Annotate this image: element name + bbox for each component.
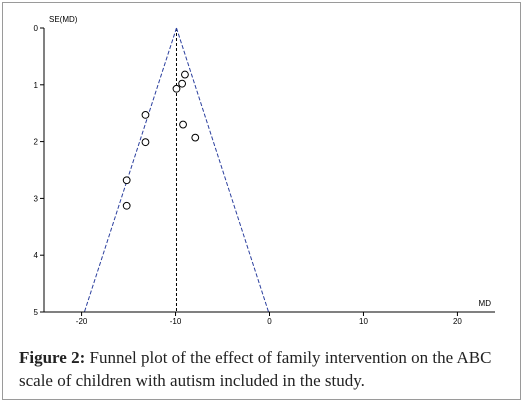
study-point [122,176,131,185]
figure-frame [2,2,521,400]
x-tick-label: 0 [267,317,272,326]
x-tick-label: 20 [453,317,462,326]
study-point [179,120,187,129]
x-tick-label: -20 [76,317,88,326]
study-point [181,70,189,79]
study-point [141,138,150,147]
y-axis-label: SE(MD) [49,15,78,24]
y-tick-label: 0 [34,24,39,33]
y-tick-label: 5 [34,308,39,317]
study-point [178,79,187,88]
study-point [191,133,200,142]
funnel-right-line [176,27,270,313]
caption-label: Figure 2: [19,348,86,367]
y-tick-label: 4 [34,251,39,260]
study-point [122,201,131,210]
study-point [141,111,150,119]
y-tick-label: 1 [34,81,39,90]
x-axis-label: MD [479,299,492,308]
funnel-left-line [83,27,177,313]
x-tick-label: 10 [359,317,368,326]
y-tick-label: 2 [34,138,39,147]
x-tick-label: -10 [170,317,182,326]
figure-caption: Figure 2: Funnel plot of the effect of f… [19,346,511,392]
y-tick-label: 3 [34,194,39,203]
study-point [172,84,181,93]
caption-text: Funnel plot of the effect of family inte… [19,348,492,390]
